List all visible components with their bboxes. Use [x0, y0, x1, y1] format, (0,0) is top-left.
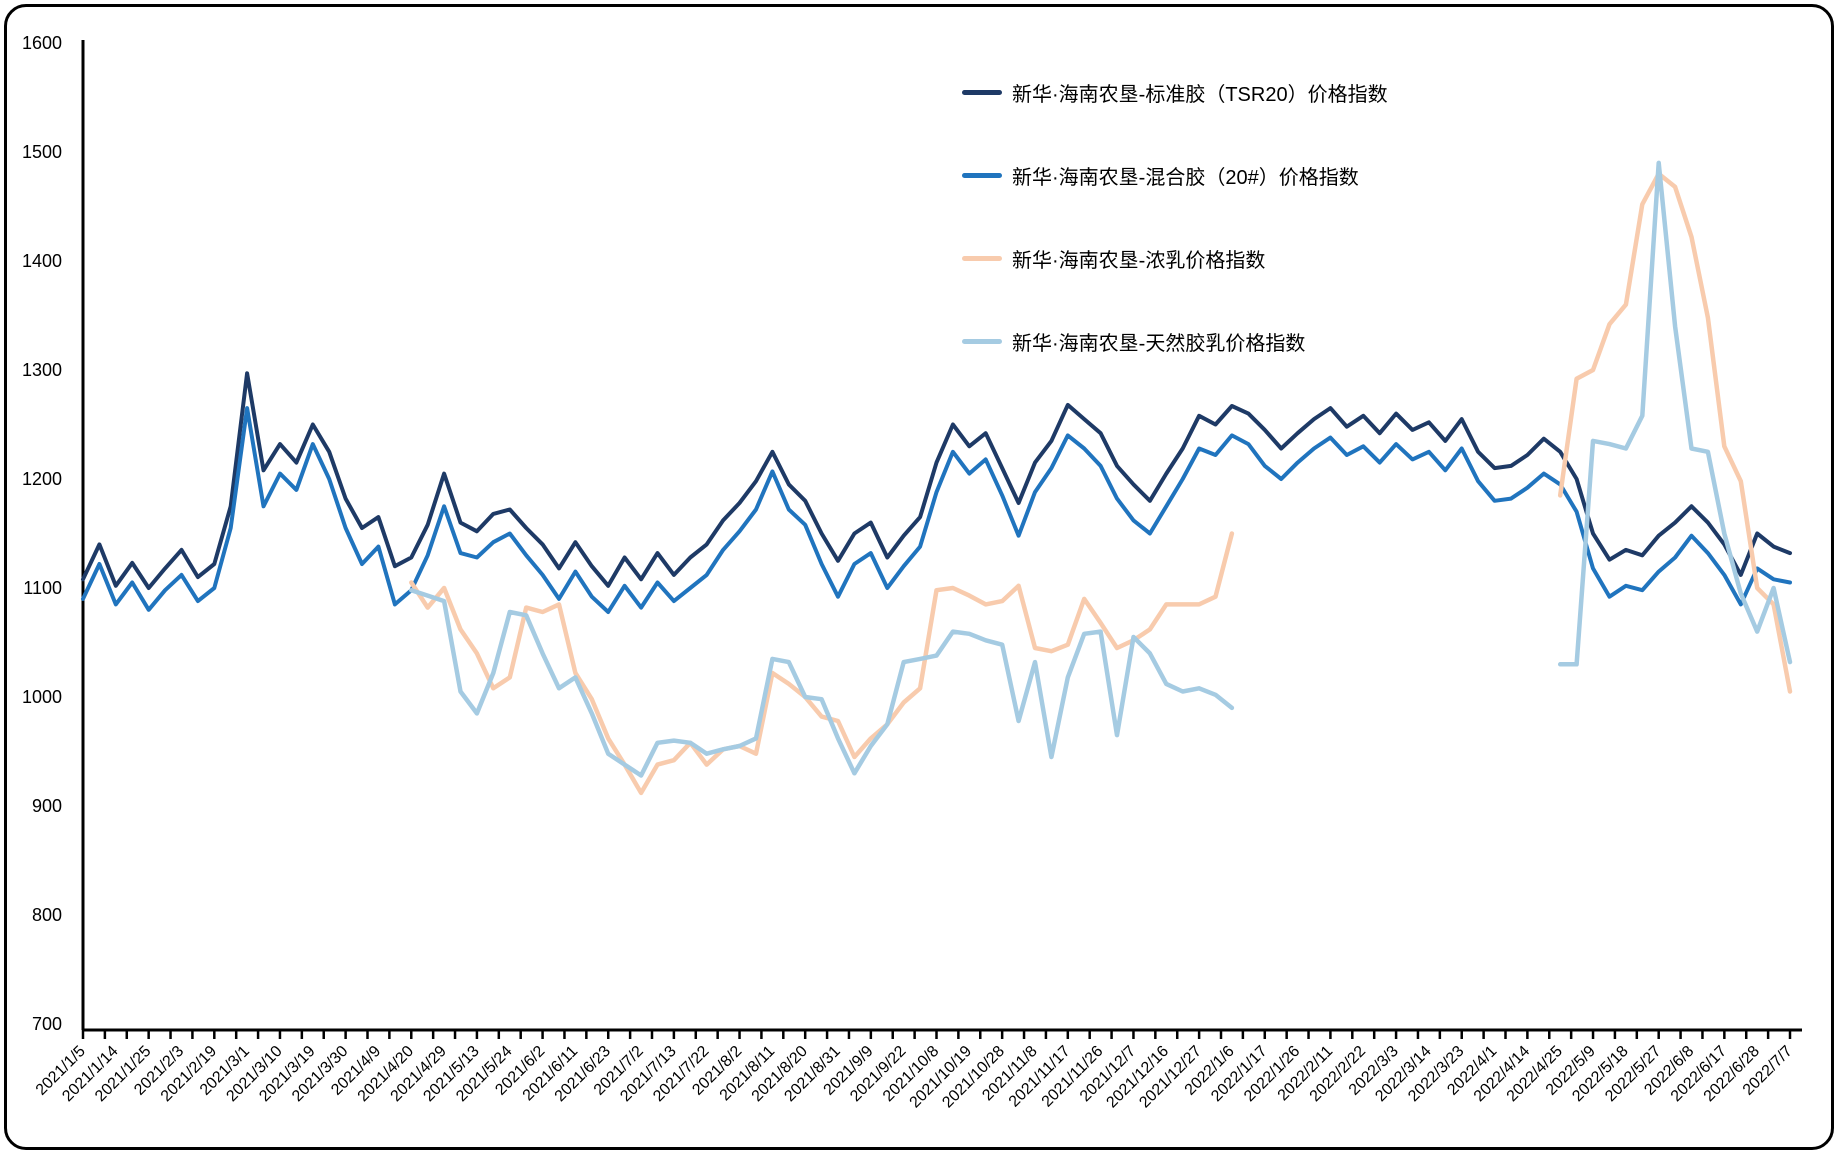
series-line-3 — [409, 587, 1235, 778]
series-line-1 — [81, 406, 1792, 614]
series-line-0 — [81, 371, 1792, 590]
legend-swatch-tsr20 — [962, 90, 1002, 95]
legend-label-mixed-20: 新华·海南农垦-混合胶（20#）价格指数 — [1012, 167, 1359, 189]
legend-item-mixed-20: 新华·海南农垦-混合胶（20#）价格指数 — [962, 161, 1388, 190]
y-axis-label: 1000 — [22, 687, 62, 707]
y-axis-label: 1200 — [22, 469, 62, 489]
legend-swatch-mixed-20 — [962, 173, 1002, 178]
chart-legend: 新华·海南农垦-标准胶（TSR20）价格指数 新华·海南农垦-混合胶（20#）价… — [962, 78, 1388, 356]
series-line-2 — [1557, 171, 1793, 694]
y-axis-label: 1100 — [23, 578, 62, 598]
y-axis-label: 1600 — [22, 33, 62, 53]
legend-label-tsr20: 新华·海南农垦-标准胶（TSR20）价格指数 — [1012, 84, 1388, 106]
y-axis-label: 900 — [32, 796, 62, 816]
series-line-3 — [1557, 160, 1793, 667]
legend-label-concentrated-latex: 新华·海南农垦-浓乳价格指数 — [1012, 250, 1266, 272]
y-axis-label: 700 — [32, 1014, 62, 1034]
chart-frame-border — [4, 4, 1834, 1150]
series-line-2 — [409, 531, 1235, 796]
y-axis-label: 800 — [32, 905, 62, 925]
y-axis-label: 1400 — [22, 251, 62, 271]
legend-swatch-natural-latex — [962, 339, 1002, 344]
y-axis-label: 1500 — [22, 142, 62, 162]
legend-item-tsr20: 新华·海南农垦-标准胶（TSR20）价格指数 — [962, 78, 1388, 107]
legend-label-natural-latex: 新华·海南农垦-天然胶乳价格指数 — [1012, 333, 1306, 355]
y-axis-label: 1300 — [22, 360, 62, 380]
legend-swatch-concentrated-latex — [962, 256, 1002, 261]
legend-item-natural-latex: 新华·海南农垦-天然胶乳价格指数 — [962, 327, 1388, 356]
legend-item-concentrated-latex: 新华·海南农垦-浓乳价格指数 — [962, 244, 1388, 273]
